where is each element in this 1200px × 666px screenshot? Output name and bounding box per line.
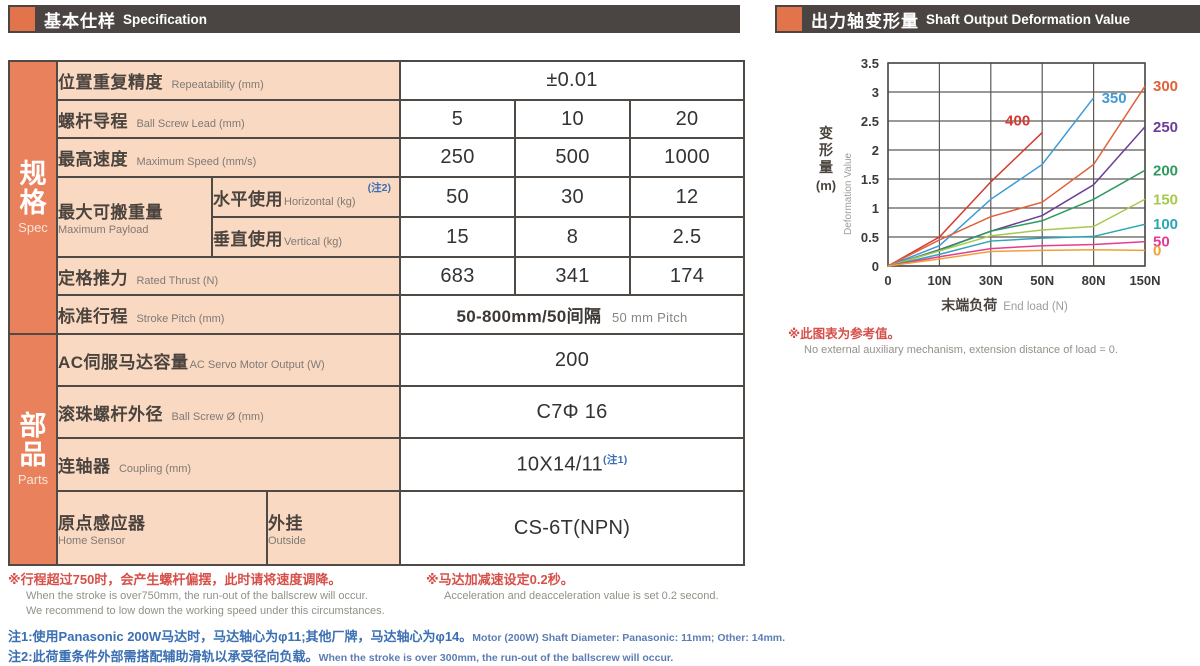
- value-horizontal-2: 30: [514, 176, 632, 218]
- spec-table: 规格 Spec 位置重复精度 Repeatability (mm) ±0.01 …: [8, 60, 746, 566]
- value-horizontal-3: 12: [629, 176, 746, 218]
- value-stroke-pitch: 50-800mm/50间隔 50 mm Pitch: [399, 294, 746, 335]
- value-thrust-2: 341: [514, 256, 632, 296]
- spec-title-zh: 基本仕样: [44, 11, 116, 31]
- svg-text:3.5: 3.5: [861, 56, 879, 71]
- label-home-sensor-outside: 外挂 Outside: [265, 490, 402, 566]
- note1-ref: (注1): [603, 454, 628, 467]
- svg-text:1: 1: [872, 201, 879, 216]
- section-spec: 规格 Spec: [8, 60, 58, 335]
- value-horizontal-1: 50: [399, 176, 517, 218]
- label-stroke-pitch: 标准行程 Stroke Pitch (mm): [55, 294, 402, 335]
- chart-note-en: No external auxiliary mechanism, extensi…: [804, 344, 1118, 356]
- value-vertical-1: 15: [399, 216, 517, 258]
- value-coupling: 10X14/11(注1): [399, 437, 746, 492]
- svg-text:100: 100: [1153, 216, 1178, 233]
- stroke-note-zh: ※行程超过750时，会产生螺杆偏摆，此时请将速度调降。: [8, 572, 342, 587]
- svg-text:2.5: 2.5: [861, 114, 879, 129]
- deformation-title-zh: 出力轴变形量: [811, 11, 919, 31]
- table-row: 最高速度 Maximum Speed (mm/s) 250 500 1000: [9, 137, 746, 178]
- spec-title-en: Specification: [123, 11, 208, 27]
- table-row: 标准行程 Stroke Pitch (mm) 50-800mm/50间隔 50 …: [9, 294, 746, 335]
- table-row: 最大可搬重量 Maximum Payload 水平使用Horizontal (k…: [9, 176, 746, 258]
- stroke-note-en2: We recommend to low down the working spe…: [26, 605, 385, 618]
- svg-text:0: 0: [872, 259, 879, 274]
- deformation-chart: 0 0.5 1 1.5 2 2.5 3 3.5 0 10N 30N 50N 80N 150N 400 350 3…: [816, 56, 1178, 313]
- value-home-sensor: CS-6T(NPN): [399, 490, 746, 566]
- svg-text:200: 200: [1153, 162, 1178, 179]
- svg-text:10N: 10N: [927, 273, 951, 288]
- chart-note: ※此图表为参考值。 No external auxiliary mechanis…: [788, 323, 1118, 356]
- deformation-header-bar: 出力轴变形量 Shaft Output Deformation Value: [775, 5, 1200, 33]
- spec-header-bar: 基本仕样 Specification: [8, 5, 740, 33]
- value-vertical-2: 8: [514, 216, 632, 258]
- svg-text:50N: 50N: [1030, 273, 1054, 288]
- label-coupling: 连轴器 Coupling (mm): [55, 437, 402, 492]
- svg-text:350: 350: [1102, 90, 1127, 107]
- svg-text:0: 0: [884, 273, 891, 288]
- label-servo-output: AC伺服马达容量AC Servo Motor Output (W): [55, 333, 402, 387]
- table-row: 定格推力 Rated Thrust (N) 683 341 174: [9, 256, 746, 296]
- note2-ref: (注2): [367, 182, 392, 194]
- accent-square-icon: [777, 7, 802, 31]
- accel-note-en: Acceleration and deacceleration value is…: [444, 589, 719, 602]
- deformation-title-en: Shaft Output Deformation Value: [926, 11, 1131, 27]
- svg-text:2: 2: [872, 143, 879, 158]
- svg-text:50: 50: [1153, 234, 1170, 251]
- value-speed-1: 250: [399, 137, 517, 178]
- value-speed-2: 500: [514, 137, 632, 178]
- svg-text:1.5: 1.5: [861, 172, 879, 187]
- svg-text:0: 0: [1153, 242, 1161, 259]
- svg-text:300: 300: [1153, 78, 1178, 95]
- svg-text:150N: 150N: [1129, 273, 1160, 288]
- table-row: 规格 Spec 位置重复精度 Repeatability (mm) ±0.01: [8, 60, 746, 335]
- note2: 注2:此荷重条件外部需搭配辅助滑轨以承受径向负载。When the stroke…: [8, 648, 674, 664]
- label-horizontal: 水平使用Horizontal (kg) (注2): [210, 176, 402, 218]
- label-ball-screw-dia: 滚珠螺杆外径 Ball Screw Ø (mm): [55, 385, 402, 439]
- section-parts: 部品 Parts: [8, 333, 58, 566]
- svg-text:400: 400: [1005, 113, 1030, 130]
- footnotes: ※行程超过750时，会产生螺杆偏摆，此时请将速度调降。 When the str…: [8, 571, 1198, 666]
- table-row: 螺杆导程 Ball Screw Lead (mm) 5 10 20: [9, 99, 746, 139]
- svg-text:250: 250: [1153, 119, 1178, 136]
- label-repeatability: 位置重复精度 Repeatability (mm): [55, 60, 402, 101]
- svg-text:变形量(m): 变形量(m): [816, 125, 836, 193]
- table-row: 部品 Parts AC伺服马达容量AC Servo Motor Output (…: [8, 333, 746, 566]
- value-thrust-1: 683: [399, 256, 517, 296]
- table-row: 垂直使用Vertical (kg) 15 8 2.5: [9, 216, 746, 258]
- label-ball-screw-lead: 螺杆导程 Ball Screw Lead (mm): [55, 99, 402, 139]
- table-row: 连轴器 Coupling (mm) 10X14/11(注1): [9, 437, 746, 492]
- svg-text:Deformation Value: Deformation Value: [843, 152, 854, 235]
- table-row: 滚珠螺杆外径 Ball Screw Ø (mm) C7Φ 16: [9, 385, 746, 439]
- label-home-sensor: 原点感应器 Home Sensor: [56, 490, 268, 566]
- svg-text:150: 150: [1153, 191, 1178, 208]
- value-lead-20: 20: [629, 99, 746, 139]
- label-max-speed: 最高速度 Maximum Speed (mm/s): [55, 137, 402, 178]
- chart-note-zh: ※此图表为参考值。: [788, 327, 901, 341]
- stroke-note-en1: When the stroke is over750mm, the run-ou…: [26, 589, 368, 602]
- value-lead-5: 5: [399, 99, 517, 139]
- svg-text:0.5: 0.5: [861, 230, 879, 245]
- svg-text:80N: 80N: [1082, 273, 1106, 288]
- value-ball-screw-dia: C7Φ 16: [399, 385, 746, 439]
- value-servo-output: 200: [399, 333, 746, 387]
- label-vertical: 垂直使用Vertical (kg): [210, 216, 402, 258]
- label-rated-thrust: 定格推力 Rated Thrust (N): [55, 256, 402, 296]
- value-repeatability: ±0.01: [399, 60, 746, 101]
- accel-note-zh: ※马达加减速设定0.2秒。: [426, 572, 574, 587]
- value-vertical-3: 2.5: [629, 216, 746, 258]
- accent-square-icon: [10, 7, 35, 31]
- note1: 注1:使用Panasonic 200W马达时，马达轴心为φ11;其他厂牌，马达轴…: [8, 629, 786, 645]
- label-max-payload: 最大可搬重量 Maximum Payload: [56, 176, 213, 258]
- value-speed-3: 1000: [629, 137, 746, 178]
- value-lead-10: 10: [514, 99, 632, 139]
- svg-text:3: 3: [872, 85, 879, 100]
- svg-text:30N: 30N: [979, 273, 1003, 288]
- table-row: 原点感应器 Home Sensor 外挂 Outside CS-6T(NPN): [9, 490, 746, 566]
- value-thrust-3: 174: [629, 256, 746, 296]
